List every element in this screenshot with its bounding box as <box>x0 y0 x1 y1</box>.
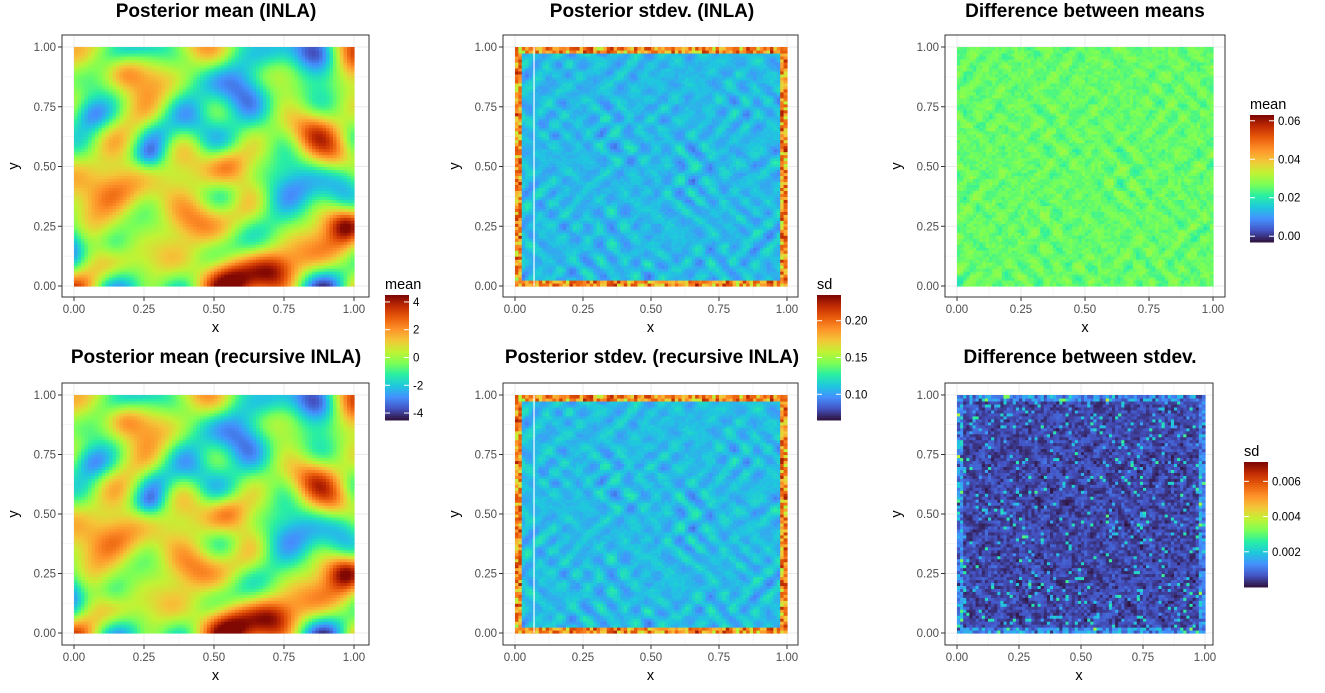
heatmap-cell <box>134 47 138 51</box>
heatmap-cell <box>127 47 131 51</box>
heatmap-cell <box>186 47 190 51</box>
heatmap-cell <box>211 47 215 51</box>
heatmap-cell <box>172 47 176 51</box>
heatmap-cell <box>204 47 208 51</box>
heatmap-cell <box>183 47 187 51</box>
heatmap-cell <box>130 47 134 51</box>
heatmap-cell <box>123 47 127 51</box>
heatmap-cell <box>179 47 183 51</box>
heatmap-cell <box>158 47 162 51</box>
heatmap-tiles <box>74 47 355 287</box>
heatmap-cell <box>109 47 113 51</box>
heatmap-cell <box>207 47 211 51</box>
heatmap-cell <box>148 47 152 51</box>
heatmap-cell <box>102 47 106 51</box>
heatmap-cell <box>113 47 117 51</box>
heatmap-cell <box>197 47 201 51</box>
heatmap-cell <box>81 47 85 51</box>
heatmap-cell <box>92 47 96 51</box>
heatmap-cell <box>155 47 159 51</box>
heatmap-cell <box>141 47 145 51</box>
heatmap-cell <box>120 47 124 51</box>
heatmap-cell <box>200 47 204 51</box>
heatmap-cell <box>162 47 166 51</box>
heatmap-cell <box>99 47 103 51</box>
heatmap-cell <box>116 47 120 51</box>
heatmap-cell <box>151 47 155 51</box>
heatmap-cell <box>193 47 197 51</box>
heatmap-cell <box>95 47 99 51</box>
heatmap-cell <box>85 47 89 51</box>
heatmap-cell <box>176 47 180 51</box>
heatmap-cell <box>190 47 194 51</box>
heatmap-cell <box>165 47 169 51</box>
heatmap-cell <box>78 47 82 51</box>
heatmap-cell <box>144 47 148 51</box>
panel-title: Posterior mean (INLA) <box>116 1 317 22</box>
heatmap-cell <box>74 47 78 51</box>
heatmap-cell <box>88 47 92 51</box>
heatmap-cell <box>169 47 173 51</box>
heatmap-cell <box>137 47 141 51</box>
heatmap-cell <box>106 47 110 51</box>
